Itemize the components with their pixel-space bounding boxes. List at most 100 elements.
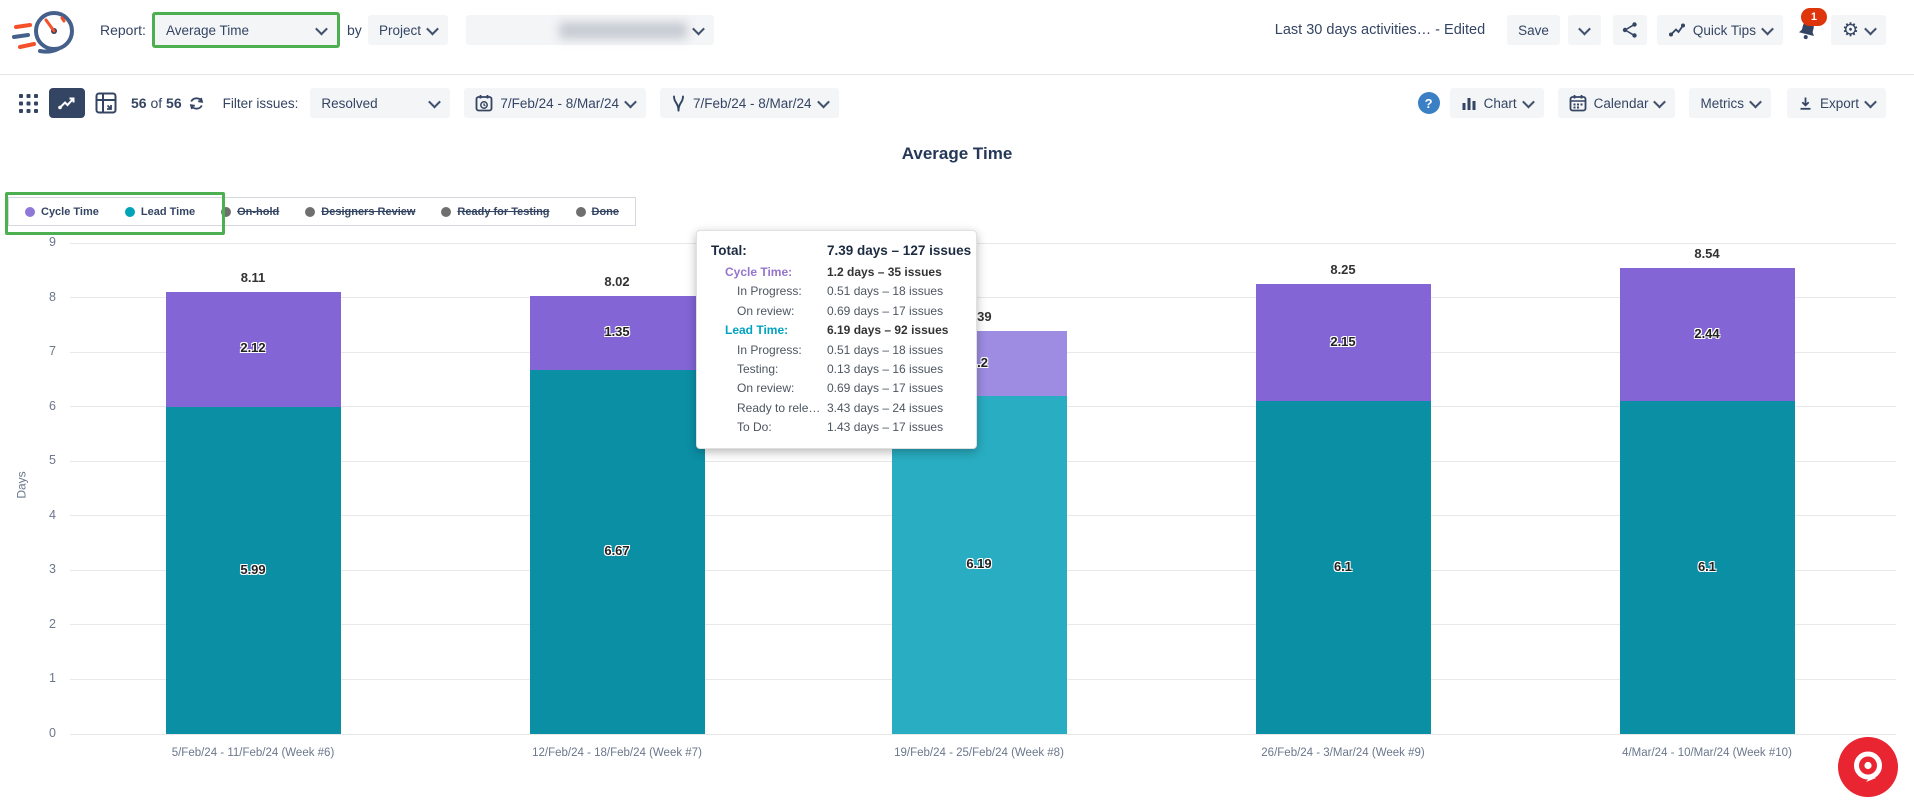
- export-menu-label: Export: [1819, 95, 1859, 111]
- filter-status-value: Resolved: [321, 95, 378, 111]
- scope-select-redacted[interactable]: [466, 15, 714, 45]
- report-type-select[interactable]: Average Time: [155, 15, 337, 45]
- tooltip-row-value: 0.69 days – 17 issues: [827, 303, 944, 318]
- legend-dot-icon: [575, 206, 586, 217]
- x-axis-label: 4/Mar/24 - 10/Mar/24 (Week #10): [1622, 747, 1792, 759]
- bar-segment-lead-time[interactable]: [1255, 401, 1431, 734]
- bar-segment-lead-time[interactable]: [891, 396, 1067, 734]
- resolved-date-range-select[interactable]: 7/Feb/24 - 8/Mar/24: [659, 88, 839, 118]
- tooltip-row-label: In Progress:: [737, 284, 802, 299]
- legend-item-done[interactable]: Done: [575, 205, 620, 218]
- group-by-select[interactable]: Project: [368, 15, 449, 45]
- filter-status-select[interactable]: Resolved: [310, 88, 451, 118]
- y-axis-tick: 4: [49, 507, 56, 522]
- tooltip-row-label: To Do:: [737, 420, 772, 435]
- cycle-time-value-label: 1.35: [604, 324, 630, 340]
- lead-time-value-label: 6.1: [1333, 558, 1353, 574]
- y-axis-tick: 2: [49, 616, 56, 631]
- y-axis-tick: 6: [49, 398, 56, 413]
- settings-button[interactable]: ⚙: [1830, 15, 1886, 45]
- legend-item-label: Ready for Testing: [457, 205, 550, 218]
- bar-segment-cycle-time[interactable]: [1619, 268, 1795, 402]
- tooltip-row-value: 0.51 days – 18 issues: [827, 342, 944, 357]
- tooltip-row-value: 6.19 days – 92 issues: [827, 323, 949, 338]
- tooltip-row-label: Ready to rele…: [737, 400, 821, 415]
- toolbar-left: 56 of 56 Filter issues: Resolved: [18, 88, 839, 118]
- created-date-range-select[interactable]: 7/Feb/24 - 8/Mar/24: [464, 88, 646, 118]
- tooltip-row-label: Cycle Time:: [725, 265, 793, 279]
- report-select-highlight: Average Time: [152, 12, 340, 48]
- tooltip-row: In Progress: 0.51 days – 18 issues: [709, 341, 964, 360]
- legend-dot-icon: [441, 206, 452, 217]
- notifications-button[interactable]: 1: [1793, 8, 1827, 45]
- by-label: by: [347, 22, 362, 38]
- chart-tooltip: Total: 7.39 days – 127 issues Cycle Time: 1…: [696, 230, 977, 449]
- tooltip-row-label: Total:: [711, 243, 747, 258]
- report-type-value: Average Time: [166, 22, 250, 38]
- y-axis-tick: 9: [49, 235, 56, 249]
- legend-item-label: Lead Time: [140, 205, 196, 218]
- report-label: Report:: [100, 22, 146, 38]
- tooltip-row: In Progress: 0.51 days – 18 issues: [709, 282, 964, 301]
- x-axis-label: 19/Feb/24 - 25/Feb/24 (Week #8): [894, 747, 1064, 759]
- cycle-time-value-label: 2.12: [240, 340, 266, 356]
- tooltip-row-value: 1.43 days – 17 issues: [827, 420, 944, 435]
- save-button[interactable]: Save: [1507, 15, 1560, 45]
- tooltip-row-value: 0.69 days – 17 issues: [827, 381, 944, 396]
- chart-legend: Cycle Time Lead Time On-hold Designers Revi…: [8, 197, 637, 226]
- created-date-range-value: 7/Feb/24 - 8/Mar/24: [500, 95, 619, 111]
- legend-item-ready-for-testing[interactable]: Ready for Testing: [441, 205, 550, 218]
- tooltip-row-value: 7.39 days – 127 issues: [827, 243, 972, 258]
- save-options-button[interactable]: [1567, 15, 1601, 45]
- legend-item-label: Done: [591, 205, 620, 218]
- tooltip-row-label: Testing:: [737, 362, 779, 377]
- metrics-menu-button[interactable]: Metrics: [1689, 88, 1771, 118]
- chart-view-button-selected[interactable]: [49, 88, 85, 118]
- bar-segment-lead-time[interactable]: [529, 370, 705, 734]
- chart-title: Average Time: [901, 144, 1013, 163]
- bar-segment-cycle-time[interactable]: [165, 291, 341, 408]
- x-axis-label: 12/Feb/24 - 18/Feb/24 (Week #7): [532, 747, 702, 759]
- legend-dot-icon: [25, 206, 35, 217]
- pivot-view-button[interactable]: [95, 92, 117, 114]
- calendar-menu-label: Calendar: [1593, 95, 1649, 111]
- bar-segment-cycle-time[interactable]: [529, 296, 705, 371]
- legend-item-lead-time[interactable]: Lead Time: [124, 205, 196, 218]
- cycle-time-value-label: 2.15: [1330, 333, 1356, 349]
- tooltip-row: Lead Time: 6.19 days – 92 issues: [709, 321, 964, 340]
- tooltip-row-value: 1.2 days – 35 issues: [827, 265, 942, 279]
- trend-icon: [1668, 23, 1685, 37]
- legend-item-cycle-time[interactable]: Cycle Time: [25, 206, 99, 218]
- y-axis-tick: 1: [49, 671, 56, 686]
- line-chart-view-icon: [58, 97, 75, 110]
- help-button[interactable]: ?: [1417, 92, 1440, 114]
- lead-time-value-label: 6.67: [604, 543, 630, 559]
- refresh-button[interactable]: [188, 95, 205, 112]
- bar-total-label: 8.54: [1694, 246, 1720, 262]
- bar-total-label: 8.02: [604, 274, 630, 290]
- lead-time-value-label: 5.99: [240, 561, 266, 577]
- count-current: 56: [131, 95, 147, 111]
- calendar-menu-button[interactable]: Calendar: [1557, 88, 1676, 118]
- save-label: Save: [1518, 22, 1549, 38]
- share-button[interactable]: [1612, 15, 1647, 45]
- bar-total-label: 8.25: [1330, 261, 1356, 277]
- legend-item-on-hold[interactable]: On-hold: [221, 206, 279, 218]
- quick-tips-button[interactable]: Quick Tips: [1656, 15, 1783, 45]
- export-menu-button[interactable]: Export: [1786, 88, 1886, 118]
- gear-icon: ⚙: [1841, 19, 1859, 41]
- feedback-fab-button[interactable]: [1838, 737, 1898, 797]
- grid-view-button[interactable]: [18, 93, 39, 114]
- legend-item-designers-review[interactable]: Designers Review: [305, 206, 415, 218]
- gridline: [70, 242, 1896, 244]
- y-axis-tick: 0: [49, 726, 56, 740]
- legend-dot-icon: [124, 206, 135, 217]
- bar-segment-cycle-time[interactable]: [1255, 283, 1431, 402]
- y-axis-tick: 5: [49, 453, 56, 468]
- bar-segment-lead-time[interactable]: [165, 407, 341, 734]
- grid-view-icon: [19, 93, 38, 113]
- chart-menu-button[interactable]: Chart: [1449, 88, 1544, 118]
- bar-segment-lead-time[interactable]: [1619, 401, 1795, 734]
